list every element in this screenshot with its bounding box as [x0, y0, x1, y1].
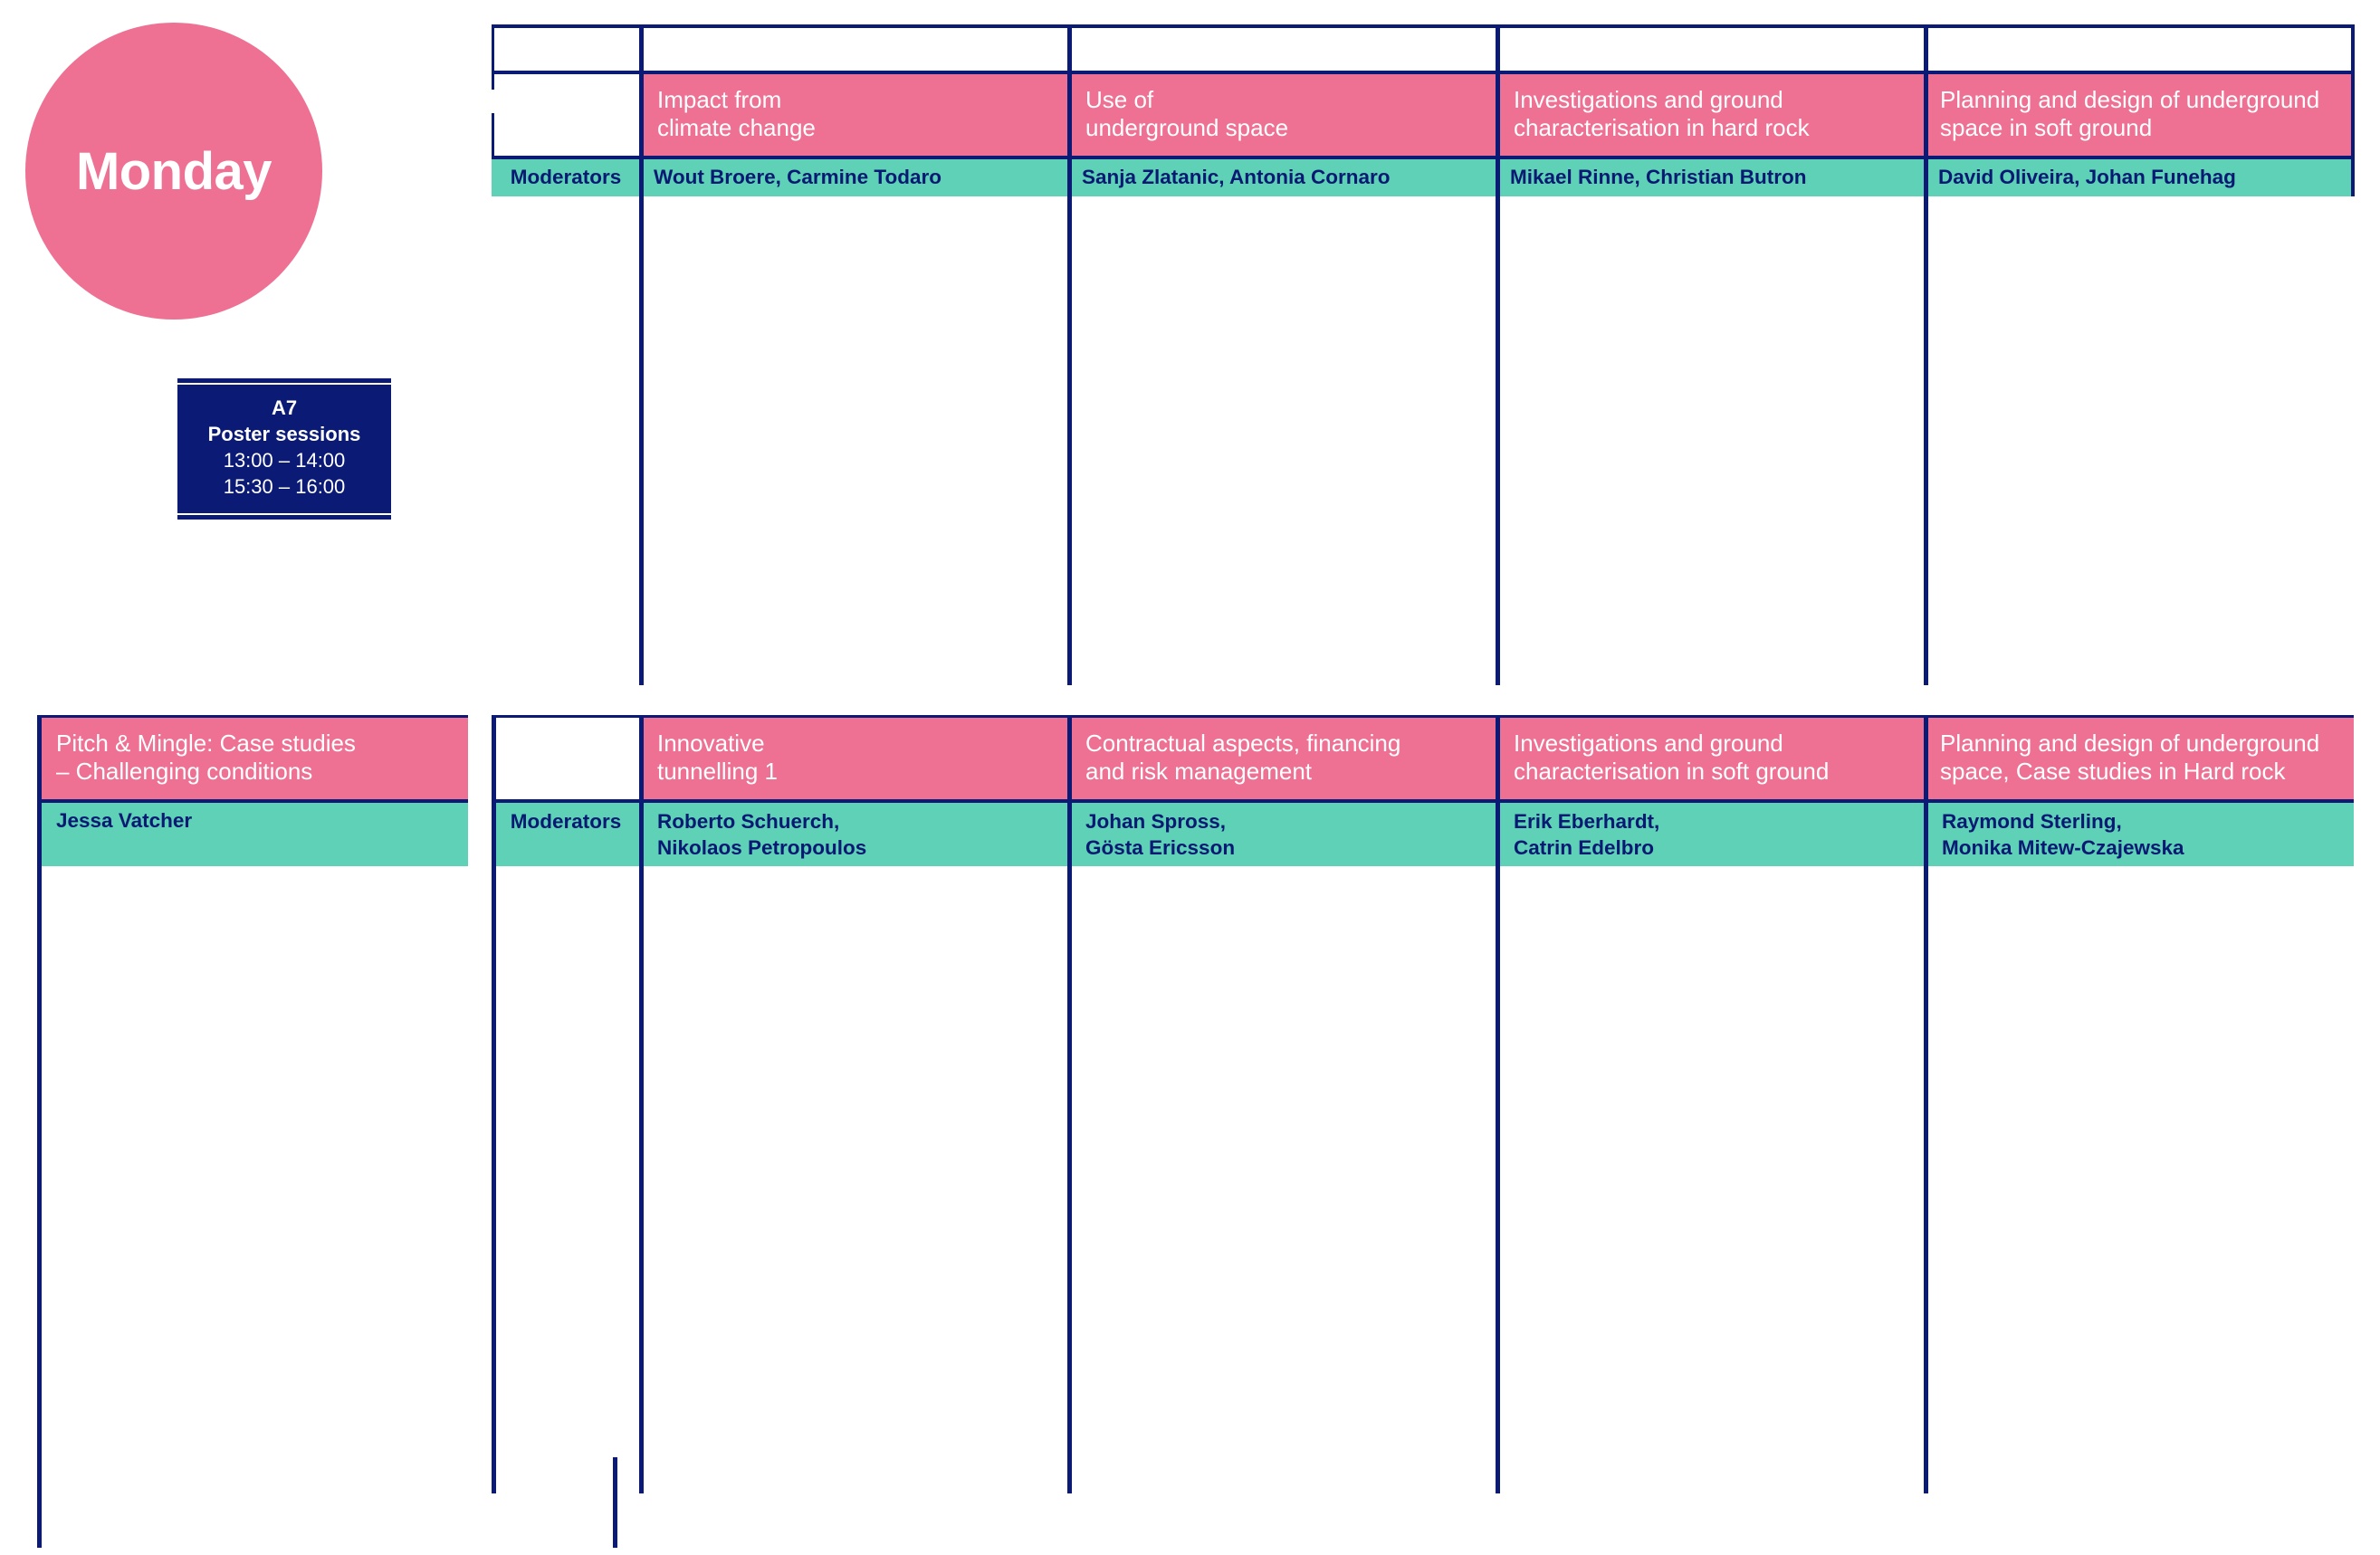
- bottom-session-4-header: Planning and design of underground space…: [1927, 718, 2354, 799]
- top-grid-left-border: [492, 24, 494, 90]
- pitch-top-border: [38, 715, 468, 718]
- poster-time-1: 13:00 – 14:00: [223, 449, 346, 472]
- bottom-col-divider-1: [639, 715, 644, 1493]
- top-grid-top-border: [492, 24, 2354, 28]
- pitch-title-line-1: Pitch & Mingle: Case studies: [56, 730, 356, 757]
- bottom-session-4-title-line-2: space, Case studies in Hard rock: [1940, 758, 2286, 785]
- bottom-session-4-title-line-1: Planning and design of underground: [1940, 730, 2320, 757]
- bottom-session-3-title-line-2: characterisation in soft ground: [1514, 758, 1830, 785]
- top-session-3-moderators: Mikael Rinne, Christian Butron: [1499, 159, 1925, 196]
- bottom-session-3-header: Investigations and ground characterisati…: [1499, 718, 1925, 799]
- top-session-2-title-line-1: Use of: [1085, 86, 1154, 113]
- top-col-divider-4: [1924, 24, 1928, 685]
- top-session-4-title-line-2: space in soft ground: [1940, 114, 2153, 141]
- top-session-2-title-line-2: underground space: [1085, 114, 1289, 141]
- bottom-session-2-title-line-1: Contractual aspects, financing: [1085, 730, 1401, 757]
- bottom-col-divider-4: [1924, 715, 1928, 1493]
- top-session-1-moderators: Wout Broere, Carmine Todaro: [643, 159, 1068, 196]
- top-col-divider-3: [1496, 24, 1500, 685]
- bottom-session-1-title-line-1: Innovative: [657, 730, 765, 757]
- bottom-grid-top-border: [492, 715, 2354, 718]
- poster-room: A7: [271, 396, 298, 419]
- top-grid-header-line: [492, 71, 2354, 74]
- poster-title: Poster sessions: [207, 423, 361, 445]
- bottom-grid-left-border: [492, 715, 496, 1493]
- top-session-4-header: Planning and design of underground space…: [1927, 74, 2354, 156]
- bottom-session-2-header: Contractual aspects, financing and risk …: [1071, 718, 1496, 799]
- top-grid-left-border-lower: [492, 113, 494, 158]
- bottom-col-divider-2: [1067, 715, 1072, 1493]
- top-session-3-header: Investigations and ground characterisati…: [1499, 74, 1925, 156]
- top-session-4-moderators: David Oliveira, Johan Funehag: [1927, 159, 2354, 196]
- day-badge: Monday: [25, 23, 322, 320]
- bottom-session-2-moderator-1: Johan Spross,: [1085, 810, 1227, 833]
- bottom-session-1-moderator-2: Nikolaos Petropoulos: [657, 836, 867, 859]
- top-moderators-label: Moderators: [492, 159, 640, 196]
- bottom-session-4-moderator-2: Monika Mitew-Czajewska: [1942, 836, 2184, 859]
- bottom-moderators-label: Moderators: [492, 803, 640, 866]
- pitch-title-line-2: – Challenging conditions: [56, 758, 313, 785]
- poster-sessions-box: A7 Poster sessions 13:00 – 14:00 15:30 –…: [177, 378, 391, 520]
- bottom-session-1-moderator-1: Roberto Schuerch,: [657, 810, 840, 833]
- top-session-3-title-line-2: characterisation in hard rock: [1514, 114, 1810, 141]
- bottom-session-3-title-line-1: Investigations and ground: [1514, 730, 1783, 757]
- poster-top-rule: [177, 383, 391, 385]
- top-grid-moderator-line: [492, 156, 2354, 159]
- bottom-session-4-moderators: Raymond Sterling, Monika Mitew-Czajewska: [1927, 803, 2354, 866]
- bottom-session-1-title-line-2: tunnelling 1: [657, 758, 778, 785]
- bottom-session-3-moderator-2: Catrin Edelbro: [1514, 836, 1655, 859]
- bottom-session-2-moderators: Johan Spross, Gösta Ericsson: [1071, 803, 1496, 866]
- top-session-4-title-line-1: Planning and design of underground: [1940, 86, 2320, 113]
- bottom-col-divider-3: [1496, 715, 1500, 1493]
- pitch-header: Pitch & Mingle: Case studies – Challengi…: [38, 718, 468, 799]
- bottom-short-divider: [613, 1457, 617, 1548]
- top-session-2-moderators: Sanja Zlatanic, Antonia Cornaro: [1071, 159, 1496, 196]
- bottom-session-2-title-line-2: and risk management: [1085, 758, 1313, 785]
- bottom-session-1-header: Innovative tunnelling 1: [643, 718, 1068, 799]
- bottom-session-2-moderator-2: Gösta Ericsson: [1085, 836, 1236, 859]
- top-col-divider-2: [1067, 24, 1072, 685]
- poster-bottom-rule: [177, 513, 391, 515]
- top-session-1-title-line-2: climate change: [657, 114, 816, 141]
- day-label: Monday: [75, 141, 272, 201]
- top-col-divider-1: [639, 24, 644, 685]
- top-session-2-header: Use of underground space: [1071, 74, 1496, 156]
- bottom-session-3-moderators: Erik Eberhardt, Catrin Edelbro: [1499, 803, 1925, 866]
- bottom-session-4-moderator-1: Raymond Sterling,: [1942, 810, 2122, 833]
- bottom-grid-header-line: [492, 799, 2354, 803]
- top-session-1-title-line-1: Impact from: [657, 86, 782, 113]
- top-grid-right-border: [2351, 24, 2355, 196]
- pitch-header-line: [38, 799, 468, 803]
- top-session-1-header: Impact from climate change: [643, 74, 1068, 156]
- top-session-3-title-line-1: Investigations and ground: [1514, 86, 1783, 113]
- bottom-session-1-moderators: Roberto Schuerch, Nikolaos Petropoulos: [643, 803, 1068, 866]
- pitch-moderator: Jessa Vatcher: [38, 803, 468, 866]
- pitch-left-border: [37, 715, 42, 1548]
- bottom-session-3-moderator-1: Erik Eberhardt,: [1514, 810, 1660, 833]
- poster-time-2: 15:30 – 16:00: [223, 475, 346, 498]
